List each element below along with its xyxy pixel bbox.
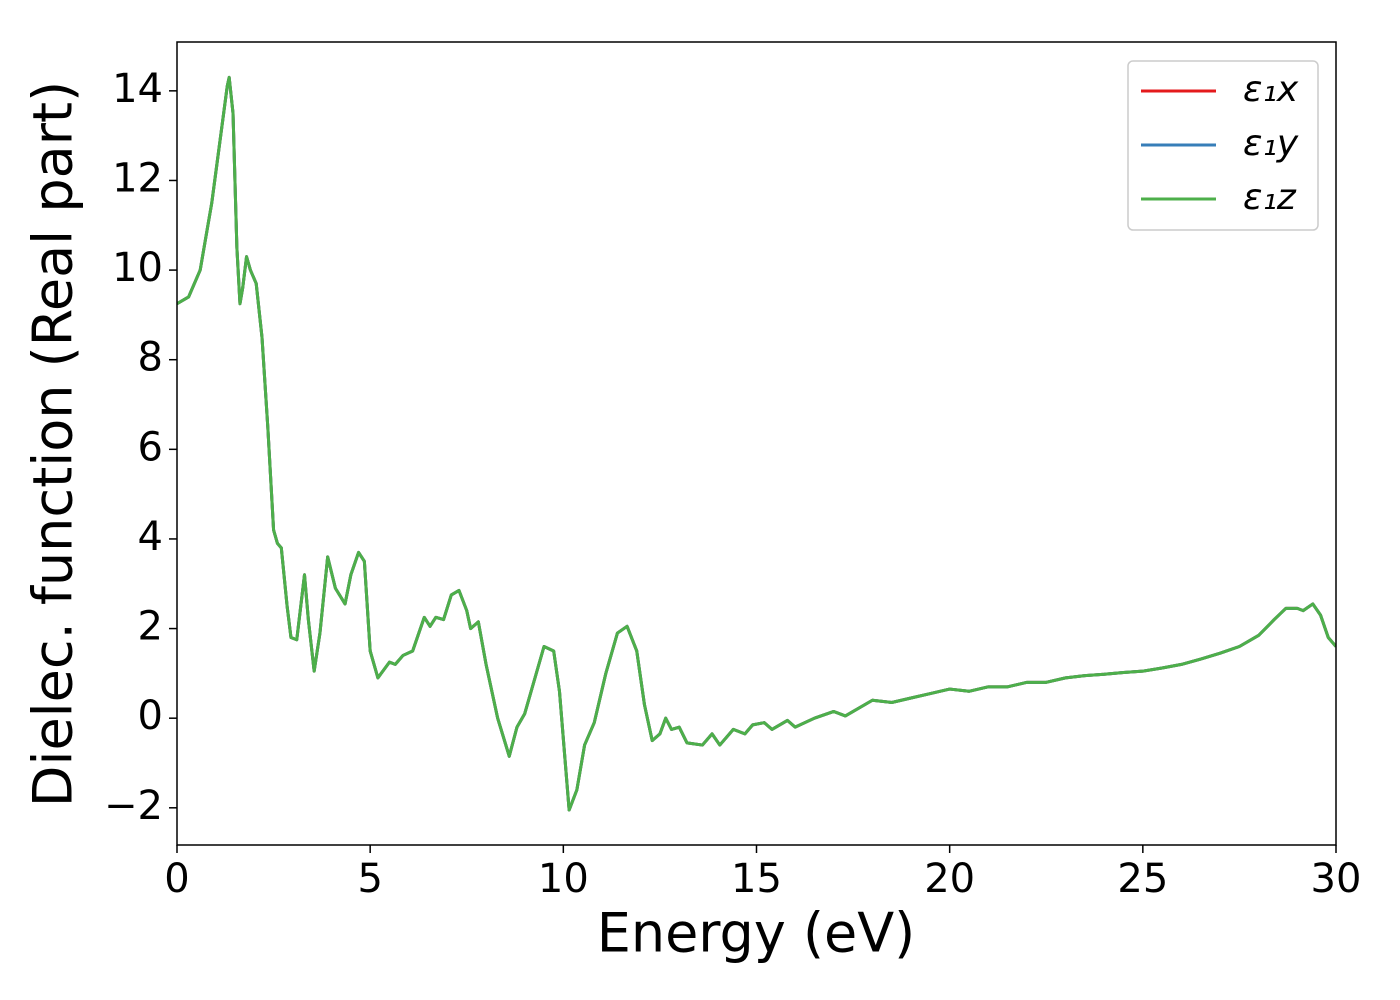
- x-tick-label: 0: [164, 856, 189, 902]
- y-tick-label: 6: [138, 424, 163, 470]
- x-tick-label: 5: [357, 856, 382, 902]
- x-tick-label: 25: [1117, 856, 1168, 902]
- y-tick-label: 0: [138, 693, 163, 739]
- x-tick-label: 15: [731, 856, 782, 902]
- y-tick-label: 10: [112, 245, 163, 291]
- x-tick-label: 20: [924, 856, 975, 902]
- y-tick-label: 4: [138, 514, 163, 560]
- legend-label: ε₁z: [1243, 177, 1297, 218]
- y-tick-label: 2: [138, 604, 163, 650]
- x-tick-label: 30: [1311, 856, 1362, 902]
- legend-label: ε₁y: [1243, 123, 1299, 164]
- x-tick-label: 10: [538, 856, 589, 902]
- y-tick-label: −2: [104, 783, 163, 829]
- y-tick-label: 12: [112, 155, 163, 201]
- y-axis-label: Dielec. function (Real part): [22, 81, 85, 807]
- y-tick-label: 14: [112, 66, 163, 112]
- x-axis-label: Energy (eV): [597, 902, 916, 965]
- y-tick-label: 8: [138, 335, 163, 381]
- legend-box: [1127, 60, 1319, 231]
- legend-label: ε₁x: [1243, 69, 1299, 110]
- plot-frame: [176, 41, 1337, 846]
- data-line: [177, 75, 1336, 812]
